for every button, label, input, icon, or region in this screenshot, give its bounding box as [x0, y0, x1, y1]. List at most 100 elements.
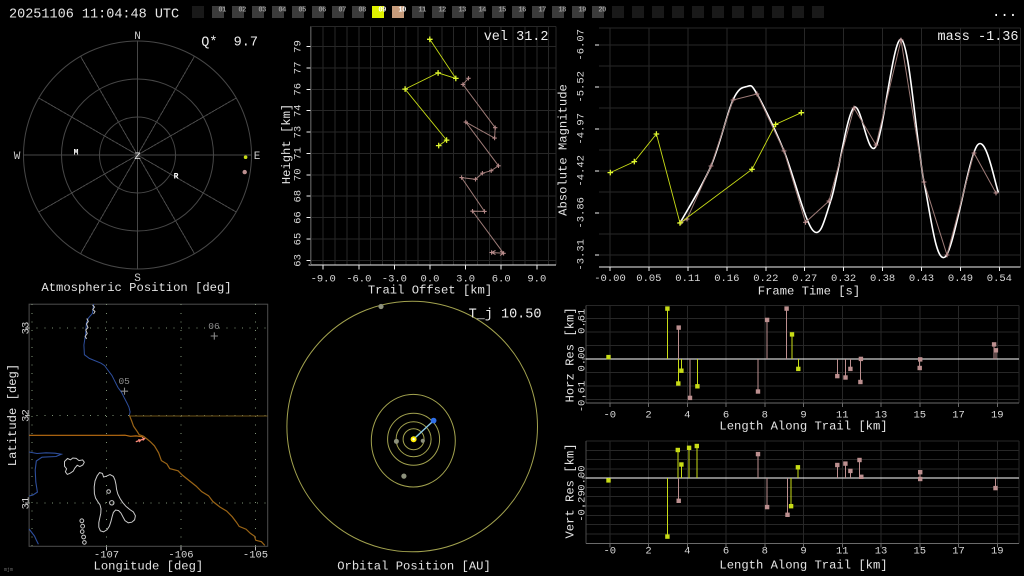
- svg-text:32: 32: [21, 409, 33, 422]
- svg-text:-9.0: -9.0: [311, 274, 336, 286]
- svg-text:...: ...: [992, 5, 1017, 21]
- svg-text:11: 11: [836, 410, 849, 422]
- svg-text:65: 65: [293, 233, 305, 246]
- svg-text:71: 71: [293, 147, 305, 160]
- svg-text:04: 04: [278, 7, 286, 15]
- svg-text:19: 19: [991, 545, 1004, 557]
- svg-text:-3.0: -3.0: [382, 274, 407, 286]
- svg-text:06: 06: [208, 321, 220, 332]
- svg-text:0.11: 0.11: [675, 273, 700, 285]
- svg-text:0.00: 0.00: [577, 465, 589, 490]
- svg-text:74: 74: [293, 104, 305, 117]
- svg-text:05: 05: [298, 7, 306, 15]
- svg-text:10: 10: [398, 7, 406, 15]
- svg-text:Length Along Trail [km]: Length Along Trail [km]: [719, 559, 887, 573]
- svg-text:Z: Z: [134, 151, 140, 163]
- svg-text:Length Along Trail [km]: Length Along Trail [km]: [719, 420, 887, 434]
- svg-text:18: 18: [558, 7, 566, 15]
- svg-text:14: 14: [478, 7, 486, 15]
- svg-text:07: 07: [338, 7, 346, 15]
- svg-text:20: 20: [598, 7, 606, 15]
- svg-text:17: 17: [952, 545, 965, 557]
- svg-text:6: 6: [723, 545, 729, 557]
- svg-text:0.32: 0.32: [831, 273, 856, 285]
- svg-text:0.16: 0.16: [714, 273, 739, 285]
- svg-text:0.43: 0.43: [909, 273, 934, 285]
- svg-text:mass -1.36: mass -1.36: [937, 30, 1018, 45]
- svg-text:0.0: 0.0: [421, 274, 440, 286]
- svg-text:M: M: [74, 149, 79, 158]
- svg-text:Longitude [deg]: Longitude [deg]: [94, 560, 204, 574]
- svg-text:Absolute Magnitude: Absolute Magnitude: [556, 84, 570, 216]
- svg-text:20251106 11:04:48 UTC: 20251106 11:04:48 UTC: [9, 8, 179, 23]
- svg-text:-0.29: -0.29: [577, 490, 589, 522]
- svg-text:8: 8: [762, 545, 768, 557]
- svg-text:Atmospheric Position [deg]: Atmospheric Position [deg]: [41, 281, 231, 295]
- svg-text:15: 15: [498, 7, 506, 15]
- svg-text:0.61: 0.61: [577, 309, 589, 334]
- svg-text:-105: -105: [243, 550, 268, 562]
- svg-text:-5.52: -5.52: [576, 71, 588, 103]
- svg-text:Height [km]: Height [km]: [280, 104, 294, 184]
- svg-text:N: N: [134, 31, 141, 43]
- svg-text:Q* 9.7: Q* 9.7: [201, 36, 258, 51]
- svg-text:70: 70: [293, 168, 305, 181]
- svg-text:R: R: [174, 173, 179, 182]
- svg-text:15: 15: [913, 410, 926, 422]
- svg-text:16: 16: [518, 7, 526, 15]
- svg-text:0.49: 0.49: [948, 273, 973, 285]
- svg-text:0.27: 0.27: [792, 273, 817, 285]
- svg-text:33: 33: [21, 322, 33, 335]
- svg-text:-4.42: -4.42: [576, 155, 588, 187]
- svg-text:8: 8: [762, 410, 768, 422]
- svg-text:4: 4: [684, 545, 690, 557]
- svg-text:W: W: [14, 151, 21, 163]
- svg-text:-6.0: -6.0: [346, 274, 371, 286]
- svg-text:-107: -107: [94, 550, 119, 562]
- svg-text:6: 6: [723, 410, 729, 422]
- svg-text:06: 06: [318, 7, 326, 15]
- svg-text:4: 4: [684, 410, 690, 422]
- svg-text:03: 03: [258, 7, 266, 15]
- svg-text:Vert Res [km]: Vert Res [km]: [564, 443, 578, 538]
- svg-text:9: 9: [800, 545, 806, 557]
- svg-text:08: 08: [358, 7, 366, 15]
- svg-text:E: E: [254, 151, 261, 163]
- svg-text:76: 76: [293, 83, 305, 96]
- svg-text:73: 73: [293, 126, 305, 139]
- svg-text:77: 77: [293, 62, 305, 75]
- svg-text:T_j 10.50: T_j 10.50: [469, 308, 542, 323]
- svg-text:63: 63: [293, 254, 305, 267]
- svg-text:-6.07: -6.07: [576, 29, 588, 61]
- svg-text:02: 02: [238, 7, 246, 15]
- svg-text:31: 31: [21, 497, 33, 510]
- svg-text:Horz Res [km]: Horz Res [km]: [564, 307, 578, 402]
- svg-text:19: 19: [991, 410, 1004, 422]
- svg-text:vel 31.2: vel 31.2: [484, 30, 549, 45]
- svg-text:-3.31: -3.31: [576, 239, 588, 271]
- svg-text:01: 01: [218, 7, 226, 15]
- svg-text:11: 11: [418, 7, 426, 15]
- svg-text:-0: -0: [603, 545, 616, 557]
- svg-text:-0.00: -0.00: [594, 273, 626, 285]
- svg-text:0.38: 0.38: [870, 273, 895, 285]
- svg-text:Trail Offset [km]: Trail Offset [km]: [368, 284, 492, 298]
- svg-text:9: 9: [800, 410, 806, 422]
- svg-text:S: S: [134, 273, 141, 285]
- svg-text:66: 66: [293, 211, 305, 224]
- svg-text:Orbital Position [AU]: Orbital Position [AU]: [337, 560, 491, 574]
- svg-text:12: 12: [438, 7, 446, 15]
- svg-text:15: 15: [913, 545, 926, 557]
- svg-text:11: 11: [836, 545, 849, 557]
- svg-text:0.00: 0.00: [577, 346, 589, 371]
- svg-text:13: 13: [875, 545, 888, 557]
- svg-text:0.54: 0.54: [987, 273, 1012, 285]
- svg-text:19: 19: [578, 7, 586, 15]
- svg-text:09: 09: [378, 7, 386, 15]
- svg-text:-106: -106: [168, 550, 193, 562]
- svg-text:2: 2: [645, 545, 651, 557]
- svg-text:05: 05: [118, 376, 130, 387]
- svg-text:3.0: 3.0: [456, 274, 475, 286]
- svg-text:mjm: mjm: [4, 567, 13, 573]
- svg-text:6.0: 6.0: [492, 274, 511, 286]
